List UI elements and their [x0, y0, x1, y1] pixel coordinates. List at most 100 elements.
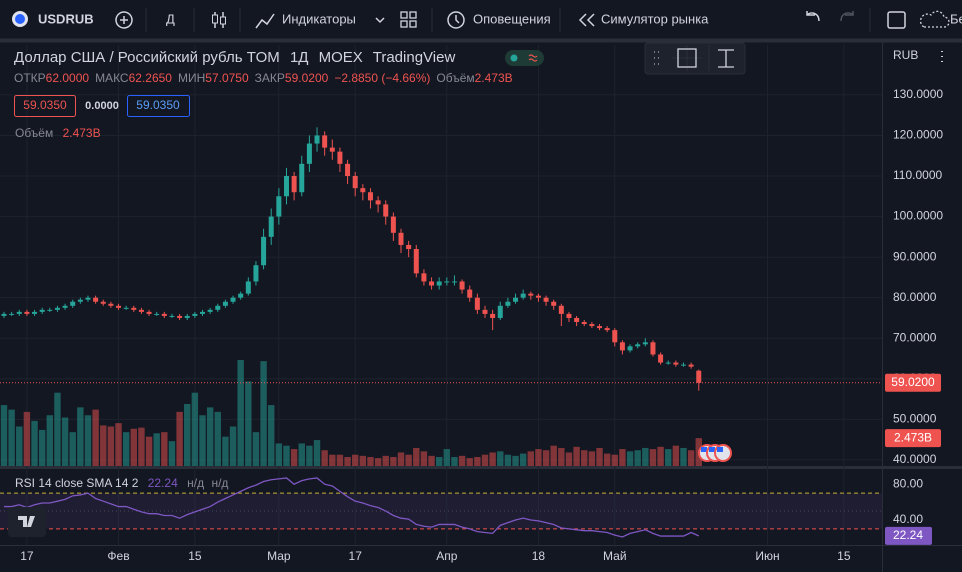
candle-body: [253, 265, 259, 282]
candle-body: [283, 176, 289, 197]
indicators-icon[interactable]: [255, 13, 275, 29]
measure-tool[interactable]: [718, 49, 734, 68]
volume-bar: [687, 450, 695, 466]
currency[interactable]: RUB: [893, 48, 918, 62]
undo[interactable]: [806, 11, 820, 22]
candle-body: [429, 281, 435, 286]
x-tick-label: 18: [532, 549, 546, 563]
save-text[interactable]: Бе: [950, 11, 962, 26]
y-tick-label: 110.0000: [893, 168, 942, 182]
volume-value: 2.473B: [63, 126, 101, 140]
volume-bar: [191, 392, 199, 466]
volume-bar: [367, 456, 374, 466]
candle-body: [413, 249, 419, 274]
volume-bar: [359, 455, 367, 466]
y-tick-label: 40.0000: [893, 452, 937, 466]
replay[interactable]: Симулятор рынка: [601, 11, 709, 26]
status-dot: [510, 54, 518, 62]
candle-body: [543, 297, 549, 302]
candle-body: [383, 204, 389, 217]
y-tick-label: 50.0000: [893, 412, 937, 426]
candle-body: [337, 151, 343, 164]
ohlc-row: ОТКР62.0000 МАКС62.2650 МИН57.0750 ЗАКР59.0…: [14, 71, 513, 85]
candle-body: [108, 303, 114, 306]
candle-body: [642, 342, 648, 345]
candle-body: [131, 307, 137, 310]
alert-icon[interactable]: [447, 11, 465, 29]
volume-name: Объём: [15, 126, 53, 140]
volume-bar: [8, 409, 15, 466]
volume-bar: [519, 453, 527, 466]
candle-body: [138, 309, 144, 312]
candle-body: [299, 163, 305, 193]
alerts[interactable]: Оповещения: [473, 11, 551, 26]
ohlc-name: МИН: [178, 71, 205, 85]
volume-bar: [489, 452, 496, 466]
volume-bar: [466, 458, 473, 466]
tv-logo: [8, 507, 46, 537]
y-tick-label: 100.0000: [893, 209, 943, 223]
compare-icon[interactable]: [115, 11, 133, 29]
interval[interactable]: Д: [166, 11, 175, 26]
layout-icon[interactable]: [400, 11, 417, 28]
candle-body: [329, 147, 335, 152]
candle-body: [597, 326, 603, 329]
event-flag-stripe: [717, 447, 723, 452]
bid-box[interactable]: [14, 95, 76, 117]
last-volume-label: 2.473B: [894, 430, 932, 444]
candle-body: [215, 305, 221, 310]
volume-bar: [558, 447, 565, 466]
replay-icon[interactable]: [578, 13, 595, 27]
crosshair-tool[interactable]: [677, 48, 697, 68]
candle-body: [314, 135, 320, 144]
candle-body: [100, 301, 106, 304]
candle-body: [352, 176, 358, 189]
drag-handle[interactable]: [654, 51, 659, 65]
candle-body: [619, 342, 625, 351]
status-pill[interactable]: [505, 50, 544, 66]
volume-bar: [275, 443, 283, 466]
candle-body: [116, 305, 122, 308]
volume-bar: [245, 381, 252, 466]
candle-body: [123, 307, 129, 309]
candle-body: [62, 305, 68, 308]
volume-bar: [306, 445, 313, 466]
candle-body: [245, 281, 251, 294]
plot: 40.000050.000060.000070.000080.000090.00…: [0, 45, 943, 563]
event-flag-stripe: [709, 447, 715, 452]
symbol[interactable]: USDRUB: [38, 11, 94, 26]
candle-body: [192, 313, 198, 316]
legend-row: Доллар США / Российский рубль TOM 1Д MOE…: [14, 49, 455, 66]
volume-bar: [443, 449, 451, 466]
candle-body: [566, 313, 572, 318]
volume-bar: [390, 456, 397, 466]
x-tick-label: Июн: [755, 549, 779, 563]
x-tick-label: 17: [20, 549, 34, 563]
volume-bar: [145, 436, 153, 466]
candle-body: [490, 313, 496, 318]
rsi-tick-label: 40.00: [893, 512, 923, 526]
volume-bar: [619, 449, 626, 466]
redo[interactable]: [840, 11, 854, 22]
candle-body: [85, 297, 91, 300]
volume-bar: [153, 433, 160, 466]
legend-title: Доллар США / Российский рубль TOM: [14, 49, 280, 66]
indicators[interactable]: Индикаторы: [282, 11, 356, 26]
volume-bar: [420, 451, 428, 466]
candle-body: [93, 297, 99, 302]
volume-bar: [512, 455, 519, 466]
ohlc-value: 57.0750: [205, 71, 249, 85]
rsi-na: н/д: [211, 476, 228, 490]
ohlc-name: ОТКР: [14, 71, 46, 85]
candle-body: [436, 281, 442, 286]
candle-body: [635, 344, 641, 347]
fullscreen[interactable]: [887, 11, 906, 29]
ask-box[interactable]: [127, 95, 190, 117]
ohlc-value: 59.0200: [285, 71, 329, 85]
volume-bar: [451, 456, 458, 466]
volume-bar: [642, 447, 649, 466]
logo: [18, 516, 35, 527]
separators: [145, 8, 871, 32]
volume-bar: [336, 454, 344, 466]
chevron[interactable]: [375, 17, 385, 24]
